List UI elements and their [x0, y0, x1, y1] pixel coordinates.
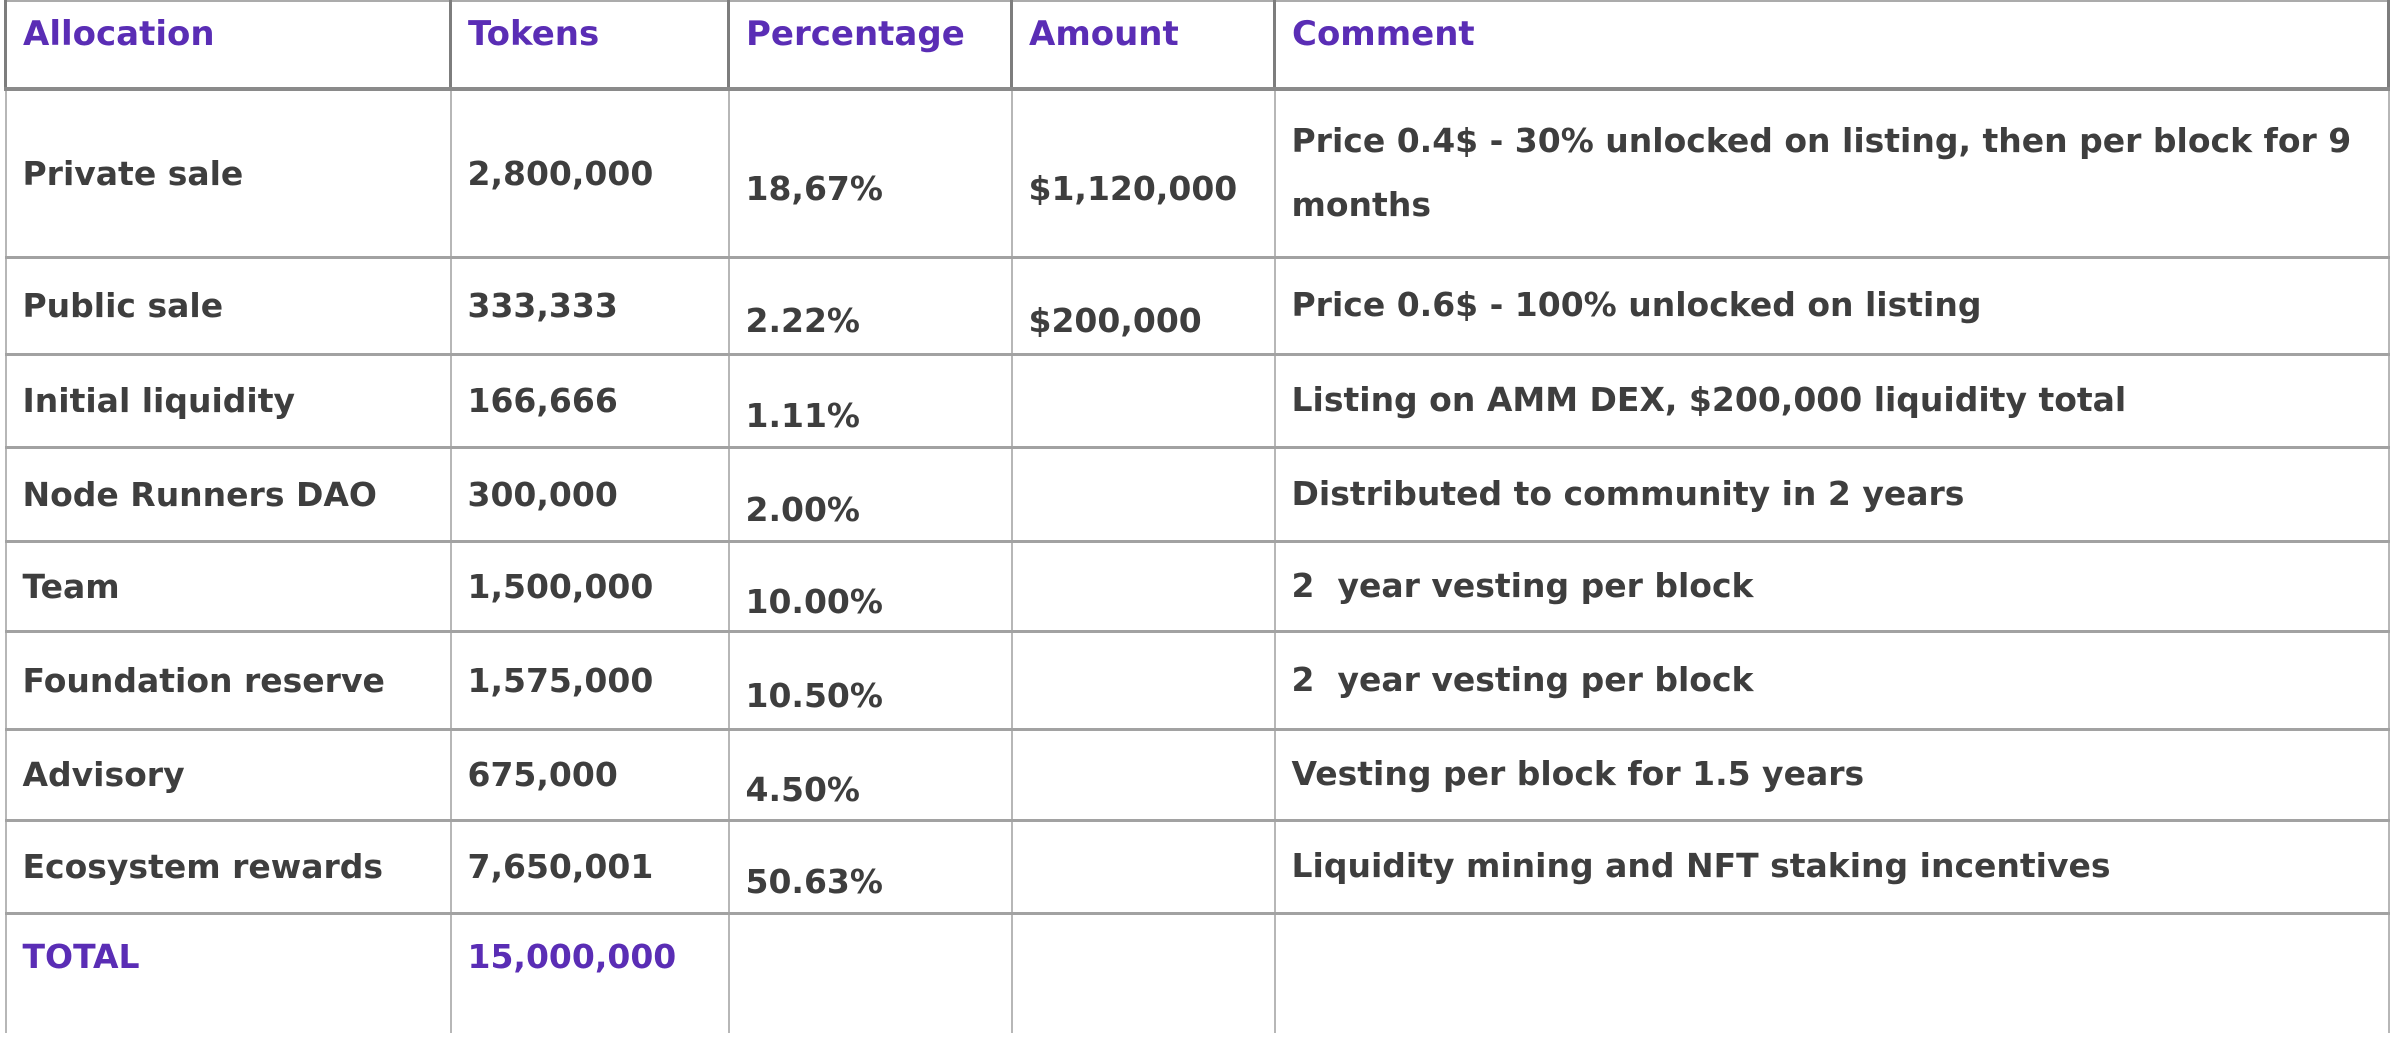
cell-allocation: Ecosystem rewards [4, 818, 452, 914]
cell-tokens: 1,575,000 [449, 629, 730, 730]
cell-percentage: 1.11% [727, 352, 1013, 448]
cell-comment: Price 0.6$ - 100% unlocked on listing [1273, 255, 2390, 355]
table-row: Public sale 333,333 2.22% $200,000 Price… [4, 255, 2390, 355]
cell-allocation: Initial liquidity [4, 352, 452, 448]
cell-amount [1010, 539, 1276, 632]
cell-total-tokens: 15,000,000 [449, 911, 730, 1033]
table-row: Ecosystem rewards 7,650,001 50.63% Liqui… [4, 818, 2390, 914]
col-header-allocation: Allocation [4, 0, 452, 91]
col-header-tokens: Tokens [449, 0, 730, 91]
cell-tokens: 7,650,001 [449, 818, 730, 914]
cell-percentage: 2.00% [727, 445, 1013, 542]
allocation-table: Allocation Tokens Percentage Amount Comm… [4, 0, 2390, 1033]
cell-amount [1010, 818, 1276, 914]
cell-total-amount [1010, 911, 1276, 1033]
cell-allocation: Node Runners DAO [4, 445, 452, 542]
cell-percentage: 2.22% [727, 255, 1013, 355]
table-row: Private sale 2,800,000 18,67% $1,120,000… [4, 87, 2390, 258]
cell-amount [1010, 445, 1276, 542]
cell-comment: Listing on AMM DEX, $200,000 liquidity t… [1273, 352, 2390, 448]
cell-comment: Distributed to community in 2 years [1273, 445, 2390, 542]
total-row: TOTAL 15,000,000 [4, 911, 2390, 1033]
cell-tokens: 166,666 [449, 352, 730, 448]
col-header-amount: Amount [1010, 0, 1276, 91]
cell-total-comment [1273, 911, 2390, 1033]
cell-amount [1010, 727, 1276, 821]
table-row: Advisory 675,000 4.50% Vesting per block… [4, 727, 2390, 821]
cell-allocation: Public sale [4, 255, 452, 355]
cell-comment: Liquidity mining and NFT staking incenti… [1273, 818, 2390, 914]
cell-tokens: 1,500,000 [449, 539, 730, 632]
table-row: Node Runners DAO 300,000 2.00% Distribut… [4, 445, 2390, 542]
table-row: Foundation reserve 1,575,000 10.50% 2 ye… [4, 629, 2390, 730]
cell-percentage: 10.50% [727, 629, 1013, 730]
cell-amount: $200,000 [1010, 255, 1276, 355]
cell-amount [1010, 352, 1276, 448]
cell-comment: 2 year vesting per block [1273, 629, 2390, 730]
cell-total-percentage [727, 911, 1013, 1033]
cell-tokens: 2,800,000 [449, 87, 730, 258]
cell-tokens: 300,000 [449, 445, 730, 542]
cell-allocation: Foundation reserve [4, 629, 452, 730]
cell-amount [1010, 629, 1276, 730]
cell-percentage: 10.00% [727, 539, 1013, 632]
cell-allocation: Team [4, 539, 452, 632]
cell-tokens: 333,333 [449, 255, 730, 355]
cell-comment: Price 0.4$ - 30% unlocked on listing, th… [1273, 87, 2390, 258]
cell-percentage: 4.50% [727, 727, 1013, 821]
cell-allocation: Private sale [4, 87, 452, 258]
cell-percentage: 50.63% [727, 818, 1013, 914]
cell-comment: Vesting per block for 1.5 years [1273, 727, 2390, 821]
cell-amount: $1,120,000 [1010, 87, 1276, 258]
cell-allocation: Advisory [4, 727, 452, 821]
cell-comment: 2 year vesting per block [1273, 539, 2390, 632]
col-header-percentage: Percentage [727, 0, 1013, 91]
header-row: Allocation Tokens Percentage Amount Comm… [4, 0, 2390, 91]
table-row: Initial liquidity 166,666 1.11% Listing … [4, 352, 2390, 448]
table-row: Team 1,500,000 10.00% 2 year vesting per… [4, 539, 2390, 632]
cell-tokens: 675,000 [449, 727, 730, 821]
cell-percentage: 18,67% [727, 87, 1013, 258]
col-header-comment: Comment [1273, 0, 2390, 91]
cell-total-label: TOTAL [4, 911, 452, 1033]
